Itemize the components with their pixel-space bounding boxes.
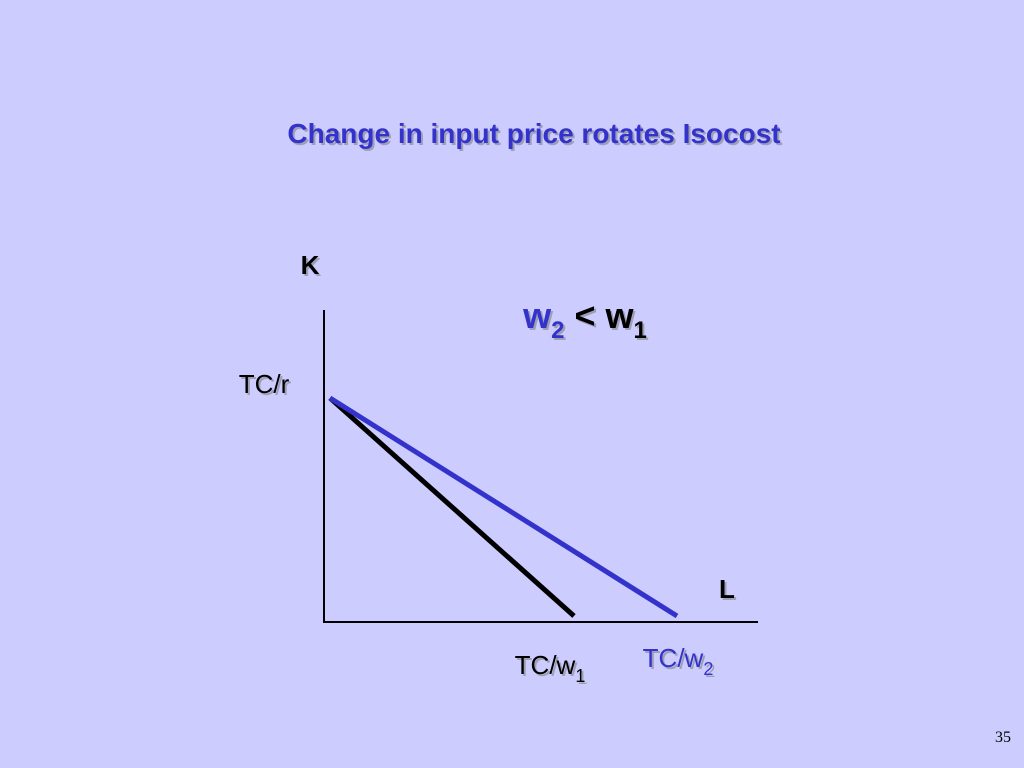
isocost-w1 [328,396,576,618]
annotation: w2 < w1 [522,295,647,344]
w1-text: w [605,295,635,336]
tc-w1-text: TC/w [515,650,576,680]
title: Change in input price rotates Isocost [287,118,780,149]
tc-w1-sub: 1 [575,666,585,686]
w1-sub: 1 [634,317,647,344]
op: < [574,295,595,336]
isocost-w2 [328,395,679,619]
k-label: K [301,250,320,280]
page-number: 35 [995,729,1011,746]
tc-w2-sub: 2 [703,659,713,679]
tc-r-label: TC/r [239,369,290,399]
tc-w1-label: TC/w1 [515,650,586,686]
w2-text: w [522,295,552,336]
tc-w2-text: TC/w [643,643,704,673]
tc-w2-label: TC/w2 [643,643,714,679]
w2-sub: 2 [551,317,564,344]
l-label: L [719,574,735,604]
